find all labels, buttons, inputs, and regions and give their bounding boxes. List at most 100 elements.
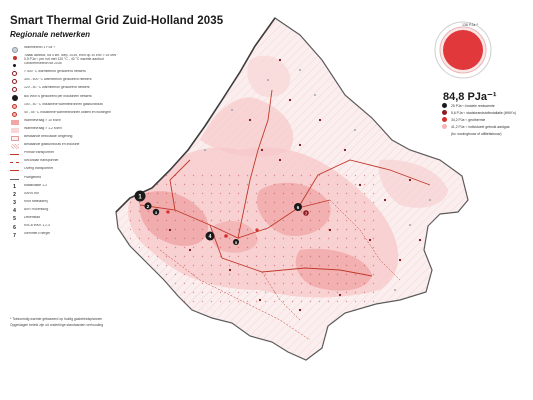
legend-item: Primair transportnet — [10, 151, 122, 159]
legend-item: Warmtevraag > 10 MWh — [10, 119, 122, 127]
summary-item: 41,2 PJa⁻¹ individueel gebruik aardgas — [442, 123, 532, 130]
swatch-icon — [442, 103, 447, 108]
svg-text:4: 4 — [209, 234, 212, 240]
legend-label: Warmtevraag > 1-2 MWh — [24, 126, 62, 130]
legend-label: 40 - 45 °C industriële warmtebronnen uti… — [24, 110, 111, 114]
svg-text:2: 2 — [147, 204, 150, 209]
legend-label: Slemmet Energie — [24, 232, 51, 236]
legend-symbol-icon — [10, 95, 19, 102]
legend-label: RoCa WKK 1,2,3 — [24, 224, 50, 228]
legend-item: Geothermiebron tot 2035 — [10, 62, 122, 70]
legend-item: Bestaande glastuinbouw en industrie — [10, 143, 122, 151]
legend-label: 300 - 400 °C warmtebron geïsoleerd netwe… — [24, 78, 92, 82]
map-subtitle: Regionale netwerken — [10, 30, 91, 39]
legend-symbol-icon — [10, 135, 19, 142]
legend-number: 4 — [13, 208, 16, 215]
swatch-icon — [442, 124, 447, 129]
legend-item: Totaal aanbod, na 4 km. diep, 2035, bron… — [10, 54, 122, 62]
legend-label: 100 - 40 °C industriële warmtebronnen gl… — [24, 102, 103, 106]
legend-item: Warmtevraag > 1-2 MWh — [10, 127, 122, 135]
legend-item: Bio WKK's geïsoleerd per industrieel net… — [10, 95, 122, 103]
legend-item: 100 - 40 °C industriële warmtebronnen gl… — [10, 103, 122, 111]
legend-label: Bestaande bebouwde omgeving — [24, 135, 73, 139]
legend-symbol-icon — [10, 86, 19, 93]
plant-marker: 7 — [303, 210, 309, 216]
legend-item: 40 - 45 °C industriële warmtebronnen uti… — [10, 111, 122, 119]
legend-label: SARS run — [24, 191, 40, 195]
legend-symbol-icon — [10, 119, 19, 126]
svg-text:6: 6 — [297, 205, 300, 210]
legend-label: 120 - 40 °C warmtebron geïsoleerd netwer… — [24, 86, 90, 90]
summary-panel: 136 PJa⁻¹ 84,8 PJa⁻¹ 25 PJa⁻¹ fossiele r… — [420, 10, 530, 140]
legend-label: Geothermiebron tot 2035 — [24, 62, 62, 66]
svg-text:7: 7 — [305, 212, 307, 216]
summary-donut — [434, 21, 492, 79]
legend-label: Totaal aanbod, na 4 km. diep, 2035, bron… — [24, 54, 119, 61]
legend-label: Overig transportnet — [24, 167, 54, 171]
swatch-icon — [442, 110, 447, 115]
svg-text:3: 3 — [155, 210, 158, 215]
legend-symbol-icon — [10, 176, 19, 183]
legend-symbol-icon: 7 — [10, 232, 19, 239]
legend-item: Secundair transportnet — [10, 159, 122, 167]
legend-item: 300 - 400 °C warmtebron geïsoleerd netwe… — [10, 78, 122, 86]
legend-item: 5 Dellenstad — [10, 216, 122, 224]
legend-label: Maasvlakte 1-2 — [24, 183, 47, 187]
plant-marker: 1 — [134, 190, 146, 202]
legend-label: AVR Rozenburg — [24, 207, 49, 211]
legend-symbol-icon — [10, 159, 19, 166]
legend-label: Warmtevraag > 10 MWh — [24, 118, 61, 122]
legend-symbol-icon — [10, 103, 19, 110]
summary-item: 34,2 PJa⁻¹ geothermie — [442, 116, 532, 123]
legend-symbol-icon: 5 — [10, 216, 19, 223]
legend-label: Secundair transportnet — [24, 159, 59, 163]
plant-marker: 4 — [205, 231, 215, 241]
legend-item: Bestaande bebouwde omgeving — [10, 135, 122, 143]
legend-item: Plangebied — [10, 176, 122, 184]
legend-symbol-icon — [10, 54, 19, 61]
legend-label: Bestaande glastuinbouw en industrie — [24, 143, 80, 147]
legend-item: 1 Maasvlakte 1-2 — [10, 184, 122, 192]
legend-number: 1 — [13, 184, 16, 191]
footnote: * Toekomstig warmte gebaseerd op huidig … — [10, 317, 103, 321]
summary-note: (bv. woningbouw of utiliteitsbouw) — [451, 132, 502, 136]
legend-item: 7 Slemmet Energie — [10, 232, 122, 240]
legend-symbol-icon — [10, 111, 19, 118]
legend-label: Plangebied — [24, 175, 41, 179]
plant-marker: 3 — [152, 208, 160, 216]
legend-item: 3 Kruit raffinaderij — [10, 200, 122, 208]
footnotes: * Toekomstig warmte gebaseerd op huidig … — [10, 317, 120, 329]
summary-item: 5,6 PJa⁻¹ stadsbrandstofinstallatie (WKK… — [442, 109, 532, 116]
legend-label: Dellenstad — [24, 215, 41, 219]
legend-label: Kruit raffinaderij — [24, 199, 48, 203]
legend-symbol-icon: 1 — [10, 184, 19, 191]
legend-symbol-icon — [10, 70, 19, 77]
legend-item: 120 - 40 °C warmtebron geïsoleerd netwer… — [10, 86, 122, 94]
legend-symbol-icon — [10, 46, 19, 53]
legend-symbol-icon — [10, 78, 19, 85]
legend-number: 2 — [13, 192, 16, 199]
plant-marker: 5 — [233, 239, 239, 245]
svg-text:5: 5 — [235, 240, 238, 245]
summary-list: 25 PJa⁻¹ fossiele restwarmte 5,6 PJa⁻¹ s… — [442, 102, 532, 136]
legend-item: 4 AVR Rozenburg — [10, 208, 122, 216]
plant-marker: 6 — [294, 203, 302, 211]
donut-caption: 136 PJa⁻¹ — [462, 23, 479, 27]
legend-number: 6 — [13, 224, 16, 231]
total-value: 84,8 PJa⁻¹ — [443, 91, 497, 103]
svg-text:1: 1 — [138, 195, 142, 201]
legend: Warmtebron 1 PJa⁻¹ Totaal aanbod, na 4 km… — [10, 46, 122, 240]
legend-item: 6 RoCa WKK 1,2,3 — [10, 224, 122, 232]
legend-number: 3 — [13, 200, 16, 207]
legend-symbol-icon — [10, 62, 19, 69]
legend-symbol-icon — [10, 167, 19, 174]
map-title: Smart Thermal Grid Zuid-Holland 2035 — [10, 15, 224, 27]
footnote: Opgeslagen beleid zijn uit onderlinge st… — [10, 323, 104, 327]
legend-label: Primair transportnet — [24, 151, 54, 155]
legend-label: Bio WKK's geïsoleerd per industrieel net… — [24, 94, 92, 98]
legend-symbol-icon — [10, 127, 19, 134]
legend-item: > 400 °C warmtebron geïsoleerd netwerk — [10, 70, 122, 78]
legend-label: > 400 °C warmtebron geïsoleerd netwerk — [24, 70, 86, 74]
legend-symbol-icon — [10, 151, 19, 158]
